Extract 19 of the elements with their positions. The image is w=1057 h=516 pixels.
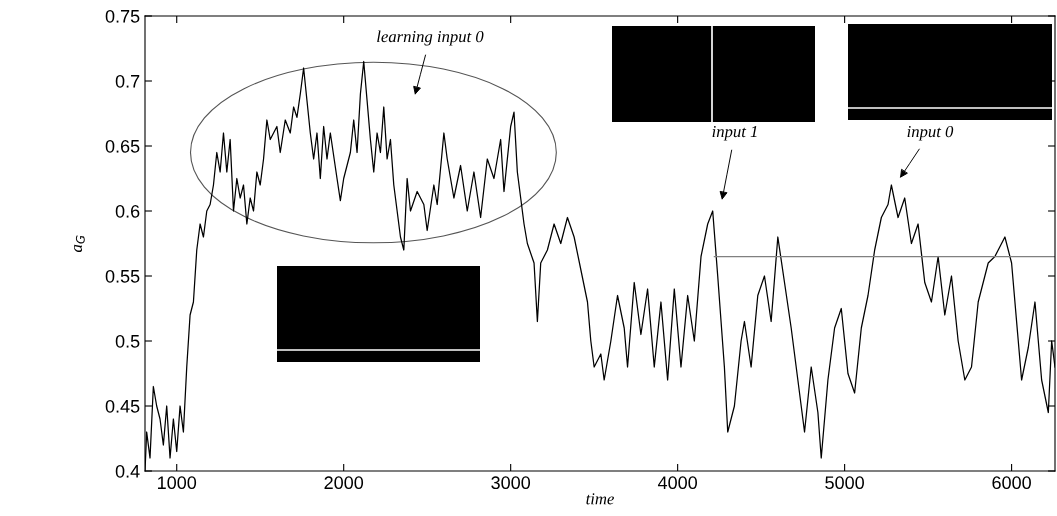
y-tick-label: 0.4 <box>115 464 140 478</box>
x-tick-label: 2000 <box>324 476 364 490</box>
y-axis-title: a$_{G}$ <box>74 235 85 252</box>
annotation: input 0 <box>907 125 954 141</box>
x-axis-title: time <box>586 493 614 505</box>
x-tick-label: 5000 <box>825 476 864 490</box>
y-tick-label: 0.75 <box>105 9 140 23</box>
y-tick-label: 0.65 <box>105 139 140 153</box>
y-tick-label: 0.55 <box>105 269 140 283</box>
y-tick-label: 0.6 <box>115 204 140 218</box>
annotation: input 1 <box>712 125 757 141</box>
annotation: learning input 0 <box>377 30 484 46</box>
y-tick-label: 0.7 <box>115 74 140 88</box>
x-tick-label: 3000 <box>491 476 531 490</box>
y-tick-label: 0.5 <box>115 334 140 348</box>
x-tick-label: 6000 <box>992 476 1031 490</box>
x-tick-label: 4000 <box>657 476 698 490</box>
x-tick-label: 1000 <box>158 476 197 490</box>
y-tick-label: 0.45 <box>105 399 140 413</box>
